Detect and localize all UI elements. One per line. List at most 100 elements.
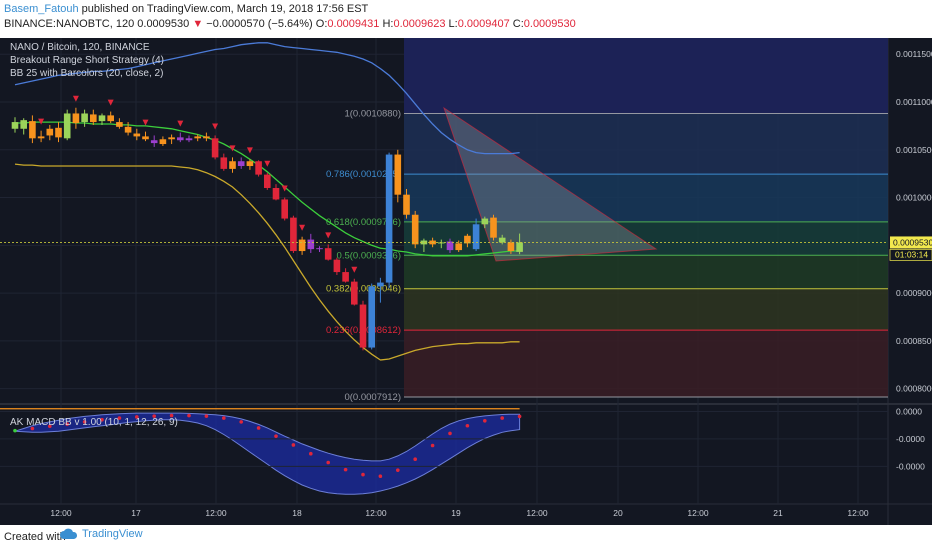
candle-body (316, 248, 323, 250)
low-label: L: (448, 18, 458, 30)
short-signal-marker (299, 224, 306, 231)
candle-body (55, 127, 62, 138)
macd-axis-label: 0.0000 (896, 406, 922, 416)
time-axis-label: 12:00 (526, 508, 548, 518)
fib-zone (404, 330, 888, 398)
candle-body (394, 154, 402, 195)
macd-dot (204, 414, 209, 418)
candle-body (63, 113, 71, 139)
time-axis-label: 12:00 (687, 508, 709, 518)
candle-body (472, 224, 480, 250)
short-signal-marker (38, 118, 45, 125)
time-axis-label: 20 (613, 508, 623, 518)
macd-dot (378, 474, 383, 479)
macd-dot (65, 422, 69, 426)
macd-dot (82, 420, 87, 424)
candle-body (29, 121, 36, 139)
candle-body (20, 120, 27, 129)
candle-body (351, 281, 358, 305)
macd-axis-label: -0.0000 (896, 461, 925, 471)
candle-body (464, 235, 471, 244)
time-axis-label: 12:00 (50, 508, 72, 518)
macd-dot (309, 451, 313, 456)
fib-zone (404, 288, 888, 331)
created-with-text: Created with (4, 531, 66, 543)
macd-dot (187, 413, 191, 418)
symbol-ohlc-line: BINANCE:NANOBTC, 120 0.0009530 ▼ −0.0000… (4, 18, 576, 30)
fib-level-label: 0.5(0.0009396) (337, 250, 401, 261)
candle-body (168, 137, 175, 140)
price-axis-label: 0.0011000 (896, 97, 932, 107)
legend-strategy[interactable]: Breakout Range Short Strategy (4) (10, 55, 164, 66)
candle-body (516, 242, 523, 252)
macd-dot (274, 434, 278, 438)
open-label: O: (315, 18, 328, 30)
fib-level-label: 1(0.0010880) (344, 108, 401, 119)
candle-body (194, 136, 201, 139)
candle-body (142, 136, 149, 140)
candle-body (246, 161, 254, 167)
candle-body (359, 304, 367, 348)
footer: Created with TradingView (0, 525, 932, 550)
macd-dot (169, 413, 174, 418)
legend-bb[interactable]: BB 25 with Barcolors (20, close, 2) (10, 68, 164, 79)
macd-dot (48, 424, 52, 429)
macd-dot (117, 416, 122, 420)
short-signal-marker (107, 99, 114, 106)
time-axis-label: 18 (292, 508, 302, 518)
short-signal-marker (264, 160, 271, 167)
close-label: C: (512, 18, 524, 30)
time-axis-label: 12:00 (365, 508, 387, 518)
high-value: 0.0009623 (393, 18, 446, 30)
time-axis-label: 17 (131, 508, 141, 518)
macd-dot (222, 416, 226, 420)
candle-body (507, 242, 515, 252)
chart-canvas[interactable]: 1(0.0010880) 0.786(0.0010245) 0.618(0.0009… (0, 38, 932, 525)
candle-body (290, 217, 297, 252)
fib-level-label: 0(0.0007912) (344, 392, 401, 403)
triangle-pattern (443, 106, 658, 262)
change-down-icon: ▼ (192, 18, 204, 30)
macd-bb-band (14, 412, 521, 495)
macd-dot (465, 423, 470, 428)
price-change: −0.0000570 (−5.64%) (206, 18, 313, 30)
candle-body (333, 259, 341, 273)
macd-dot (256, 426, 261, 430)
high-label: H: (382, 18, 394, 30)
candle-body (185, 138, 193, 141)
short-signal-marker (229, 145, 236, 152)
candle-body (237, 161, 245, 167)
candle-body (481, 218, 489, 225)
last-price: 0.0009530 (137, 18, 190, 30)
candle-body (403, 194, 410, 215)
legend-macd[interactable]: AK MACD BB v 1.00 (10, 1, 12, 26, 9) (10, 417, 178, 428)
candle-body (37, 136, 45, 139)
candle-body (177, 137, 184, 141)
macd-dot (396, 468, 400, 472)
author-link[interactable]: Basem_Fatouh (4, 3, 79, 15)
candle-body (385, 154, 393, 283)
candle-body (81, 113, 88, 123)
candle-body (98, 115, 106, 122)
candle-body (272, 187, 280, 200)
candle-body (203, 136, 210, 139)
macd-dot (448, 431, 452, 436)
candle-body (490, 217, 497, 238)
short-signal-marker (281, 185, 288, 192)
candle-body (133, 133, 141, 137)
candle-body (420, 240, 428, 245)
legend-symbol[interactable]: NANO / Bitcoin, 120, BINANCE (10, 42, 150, 53)
fib-level-label: 0.786(0.0010245) (326, 169, 401, 180)
low-value: 0.0009407 (457, 18, 510, 30)
candle-body (281, 199, 288, 219)
chart-area[interactable]: 1(0.0010880) 0.786(0.0010245) 0.618(0.0009… (0, 38, 932, 525)
candle-body (211, 138, 219, 158)
candle-body (411, 214, 419, 245)
macd-dot (430, 443, 435, 448)
current-price-label: 0.0009530 (893, 237, 932, 247)
macd-dot (239, 420, 243, 424)
tradingview-logo[interactable]: TradingView (60, 528, 143, 540)
tradingview-wordmark: TradingView (82, 528, 143, 540)
